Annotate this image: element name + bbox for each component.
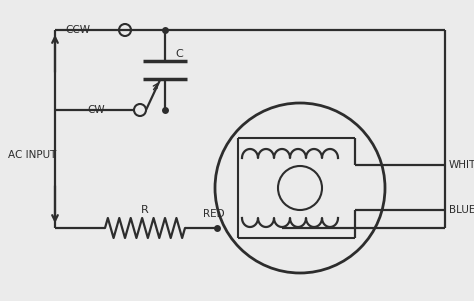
Text: C: C <box>175 49 183 59</box>
Text: CW: CW <box>87 105 105 115</box>
Text: BLUE: BLUE <box>449 205 474 215</box>
Text: WHITE: WHITE <box>449 160 474 170</box>
Text: R: R <box>141 205 149 215</box>
Text: AC INPUT: AC INPUT <box>8 150 56 160</box>
Text: RED: RED <box>203 209 225 219</box>
Text: CCW: CCW <box>65 25 90 35</box>
